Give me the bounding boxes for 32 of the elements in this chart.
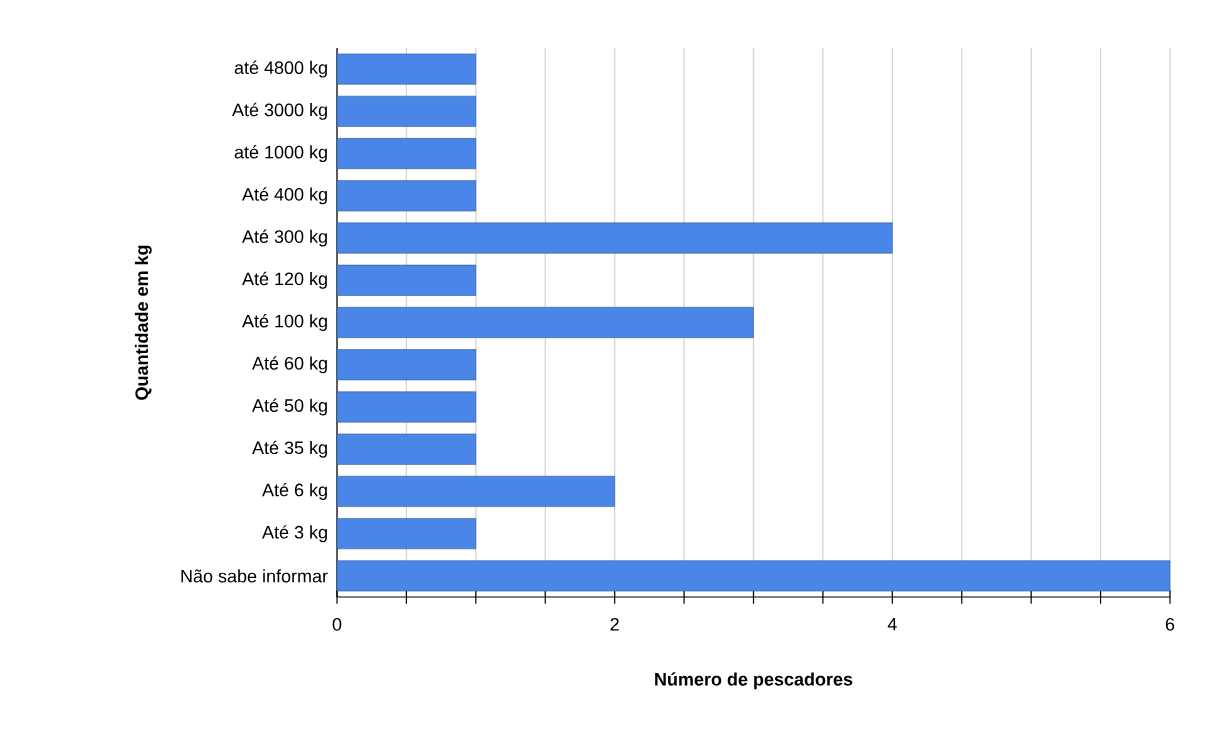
bar	[336, 180, 477, 212]
y-axis-title: Quantidade em kg	[134, 245, 152, 400]
bar	[336, 560, 1171, 592]
bar	[336, 95, 477, 127]
x-axis-title: Número de pescadores	[655, 672, 853, 690]
y-tick-label: Até 6 kg	[262, 482, 327, 500]
y-tick-label: até 4800 kg	[234, 60, 327, 78]
y-tick-label: até 1000 kg	[234, 145, 327, 163]
y-tick-label: Até 3000 kg	[232, 102, 327, 120]
y-tick-label: Até 60 kg	[252, 356, 327, 374]
y-tick-label: Até 120 kg	[242, 271, 327, 289]
bar	[336, 264, 477, 296]
bar	[336, 222, 893, 254]
y-tick-label: Até 400 kg	[242, 187, 327, 205]
y-tick-label: Não sabe informar	[181, 569, 328, 583]
x-tick-label: 0	[332, 617, 342, 631]
y-tick-label: Até 100 kg	[242, 314, 327, 331]
x-tick-label: 4	[887, 617, 897, 631]
bar	[336, 391, 477, 423]
bar	[336, 53, 477, 85]
bar	[336, 349, 477, 381]
bar	[336, 433, 477, 465]
bar	[336, 475, 615, 507]
bar	[336, 138, 477, 170]
x-tick-label: 2	[610, 617, 619, 631]
bar	[336, 518, 477, 550]
bar	[336, 307, 754, 338]
y-tick-label: Até 3 kg	[262, 525, 327, 543]
y-tick-label: Até 35 kg	[252, 440, 327, 458]
y-tick-label: Até 50 kg	[252, 398, 327, 416]
x-tick-label: 6	[1165, 617, 1175, 631]
y-tick-label: Até 300 kg	[242, 229, 327, 247]
